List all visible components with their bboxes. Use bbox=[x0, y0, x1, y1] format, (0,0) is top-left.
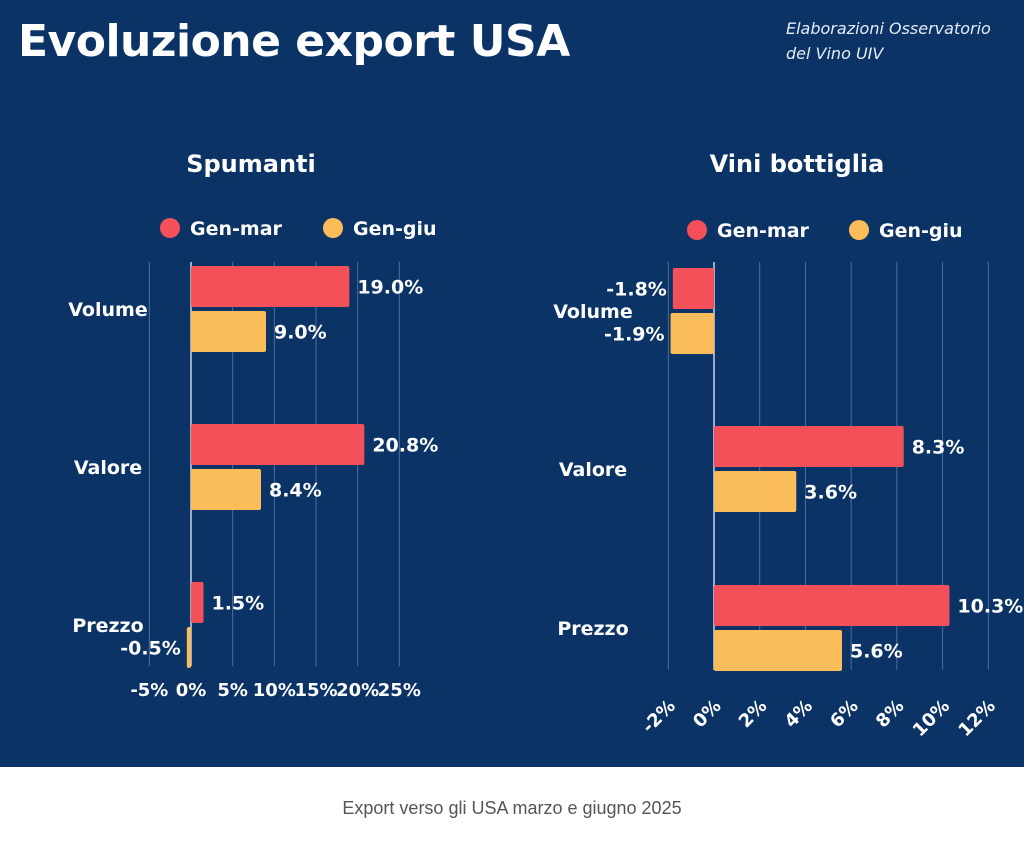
x-tick-label: 0% bbox=[689, 696, 725, 732]
bar bbox=[191, 266, 350, 307]
category-label: Valore bbox=[559, 459, 627, 481]
x-tick-label: 5% bbox=[217, 680, 248, 701]
x-tick-label: -5% bbox=[130, 680, 168, 701]
category-label: Valore bbox=[74, 457, 142, 479]
legend-label: Gen-mar bbox=[717, 220, 810, 242]
x-tick-label: 0% bbox=[176, 680, 207, 701]
bar bbox=[191, 311, 266, 352]
charts-svg: Spumanti Gen-mar Gen-giu Volume 19.0% 9.0% Val… bbox=[68, 150, 1023, 741]
x-tick-label: 6% bbox=[826, 696, 862, 732]
data-label: 10.3% bbox=[957, 596, 1023, 618]
bar bbox=[191, 582, 204, 623]
legend-marker-gen-mar bbox=[160, 218, 180, 238]
bar bbox=[714, 471, 797, 512]
x-tick-label: 15% bbox=[294, 680, 337, 701]
legend-marker-gen-giu bbox=[849, 220, 869, 240]
data-label: -0.5% bbox=[120, 638, 181, 660]
main-title: Evoluzione export USA bbox=[18, 16, 570, 67]
x-tick-label: 2% bbox=[735, 696, 771, 732]
legend-label: Gen-mar bbox=[190, 218, 283, 240]
data-label: -1.9% bbox=[604, 324, 665, 346]
legend-label: Gen-giu bbox=[353, 218, 437, 240]
data-label: 5.6% bbox=[850, 641, 903, 663]
data-label: 8.3% bbox=[912, 437, 965, 459]
x-tick-label: 8% bbox=[872, 696, 908, 732]
x-tick-label: -2% bbox=[638, 696, 680, 738]
data-label: 19.0% bbox=[357, 277, 423, 299]
legend-label: Gen-giu bbox=[879, 220, 963, 242]
chart-title: Spumanti bbox=[186, 150, 316, 178]
x-tick-label: 12% bbox=[954, 696, 999, 741]
data-label: 1.5% bbox=[211, 593, 264, 615]
image-caption: Export verso gli USA marzo e giugno 2025 bbox=[342, 798, 682, 818]
data-label: 3.6% bbox=[804, 482, 857, 504]
x-tick-label: 4% bbox=[781, 696, 817, 732]
source-line-2: del Vino UIV bbox=[786, 44, 884, 63]
bar bbox=[186, 627, 191, 668]
chart-title: Vini bottiglia bbox=[710, 150, 885, 178]
data-label: 20.8% bbox=[372, 435, 438, 457]
bar bbox=[714, 426, 904, 467]
data-label: -1.8% bbox=[606, 279, 667, 301]
x-tick-label: 10% bbox=[909, 696, 954, 741]
legend-marker-gen-giu bbox=[323, 218, 343, 238]
category-label: Prezzo bbox=[72, 615, 143, 637]
bar bbox=[714, 585, 950, 626]
bar bbox=[714, 630, 842, 671]
x-tick-label: 25% bbox=[378, 680, 421, 701]
data-label: 9.0% bbox=[274, 322, 327, 344]
category-label: Volume bbox=[68, 299, 147, 321]
data-label: 8.4% bbox=[269, 480, 322, 502]
chart-panel: Evoluzione export USA Elaborazioni Osser… bbox=[0, 0, 1024, 767]
legend-marker-gen-mar bbox=[687, 220, 707, 240]
x-tick-label: 10% bbox=[253, 680, 296, 701]
x-tick-label: 20% bbox=[336, 680, 379, 701]
source-line-1: Elaborazioni Osservatorio bbox=[786, 19, 991, 38]
bar bbox=[672, 268, 714, 309]
bar bbox=[191, 469, 261, 510]
bar bbox=[670, 313, 714, 354]
bar bbox=[191, 424, 365, 465]
source-note: Elaborazioni Osservatorio del Vino UIV bbox=[786, 16, 991, 66]
category-label: Volume bbox=[553, 301, 632, 323]
category-label: Prezzo bbox=[557, 618, 628, 640]
